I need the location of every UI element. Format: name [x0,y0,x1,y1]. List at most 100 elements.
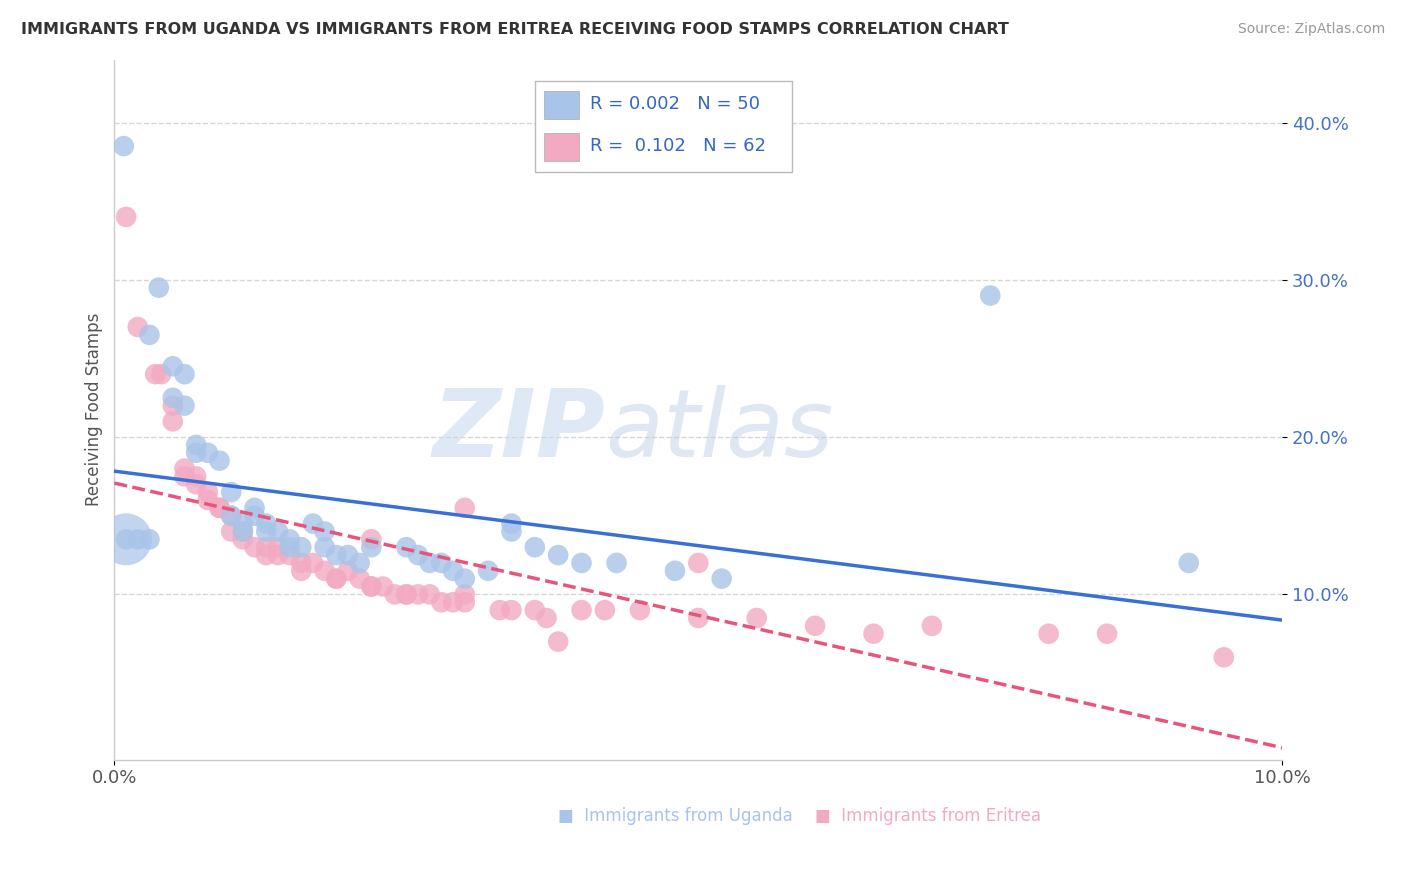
Point [314,524,336,539]
Point [1178,556,1201,570]
Point [243,500,266,515]
Point [243,508,266,523]
Point [267,524,290,539]
Point [804,619,827,633]
Point [325,548,347,562]
Text: atlas: atlas [605,385,834,476]
Point [219,508,242,523]
Point [921,619,943,633]
Point [208,500,231,515]
Point [302,556,325,570]
Point [441,595,464,609]
Point [115,210,138,224]
Text: Source: ZipAtlas.com: Source: ZipAtlas.com [1237,22,1385,37]
Point [197,493,219,508]
Point [1095,626,1118,640]
Point [162,391,184,405]
Point [208,500,231,515]
Point [173,367,195,381]
Point [477,564,499,578]
Point [384,587,406,601]
Point [173,469,195,483]
FancyBboxPatch shape [544,91,579,120]
Point [148,280,170,294]
Point [162,414,184,428]
Point [232,524,254,539]
Point [278,540,301,554]
Point [501,603,523,617]
Point [290,564,312,578]
Point [186,446,208,460]
Point [395,587,418,601]
Point [254,540,277,554]
Point [150,367,173,381]
FancyBboxPatch shape [534,80,792,171]
Point [349,572,371,586]
Text: ■  Immigrants from Eritrea: ■ Immigrants from Eritrea [815,806,1040,824]
Point [862,626,884,640]
Text: R = 0.002   N = 50: R = 0.002 N = 50 [589,95,759,112]
Point [267,540,290,554]
Point [523,603,546,617]
Point [454,595,477,609]
Point [547,634,569,648]
Point [186,469,208,483]
Point [1212,650,1234,665]
Point [115,533,138,547]
Point [406,548,429,562]
Point [488,603,510,617]
Point [219,485,242,500]
Point [162,399,184,413]
Point [219,524,242,539]
Point [688,556,710,570]
Point [571,603,593,617]
Text: ZIP: ZIP [432,384,605,476]
Point [430,556,453,570]
Point [162,359,184,374]
Point [138,533,160,547]
Point [710,572,733,586]
Point [115,533,138,547]
Point [606,556,628,570]
Point [371,580,394,594]
Point [254,524,277,539]
Point [501,516,523,531]
Point [267,548,290,562]
Point [441,564,464,578]
Point [501,524,523,539]
Point [254,516,277,531]
Point [186,477,208,491]
Point [314,564,336,578]
Point [406,587,429,601]
Point [419,587,441,601]
Point [430,595,453,609]
Point [325,572,347,586]
Point [127,320,149,334]
Point [349,556,371,570]
Point [112,139,135,153]
Text: R =  0.102   N = 62: R = 0.102 N = 62 [589,136,766,154]
Point [143,367,166,381]
Point [454,500,477,515]
Point [360,580,382,594]
Point [302,516,325,531]
Text: IMMIGRANTS FROM UGANDA VS IMMIGRANTS FROM ERITREA RECEIVING FOOD STAMPS CORRELAT: IMMIGRANTS FROM UGANDA VS IMMIGRANTS FRO… [21,22,1010,37]
Point [395,540,418,554]
Point [197,446,219,460]
Point [688,611,710,625]
Point [628,603,651,617]
Point [186,438,208,452]
Y-axis label: Receiving Food Stamps: Receiving Food Stamps [86,313,103,507]
Point [454,587,477,601]
Point [138,327,160,342]
Point [419,556,441,570]
Point [360,540,382,554]
Point [360,533,382,547]
Point [278,548,301,562]
Point [523,540,546,554]
Point [232,524,254,539]
Point [979,288,1001,302]
Point [243,540,266,554]
Point [290,540,312,554]
Point [290,556,312,570]
